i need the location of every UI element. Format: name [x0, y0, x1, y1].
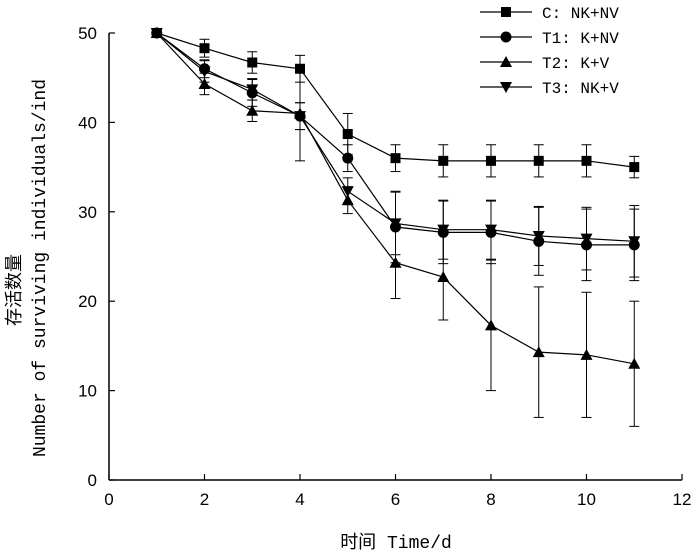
data-point: [389, 256, 402, 268]
data-point: [580, 233, 593, 245]
legend-item: T3: NK+V: [480, 80, 619, 98]
data-point: [485, 319, 497, 331]
y-tick-label: 40: [78, 113, 97, 132]
x-axis-title: 时间 Time/d: [340, 532, 452, 554]
legend-marker: [501, 7, 511, 17]
y-axis-title-chinese: 存活数量: [4, 254, 26, 326]
y-tick-label: 0: [88, 471, 97, 490]
data-point: [580, 348, 593, 360]
legend-marker: [500, 82, 512, 93]
data-point: [437, 271, 450, 283]
plot-area: [150, 27, 641, 427]
y-tick-label: 50: [78, 24, 97, 43]
series-1: [151, 28, 640, 179]
data-point: [628, 236, 641, 248]
x-tick-label: 8: [486, 490, 495, 509]
data-point: [533, 155, 544, 166]
data-point: [628, 357, 641, 369]
data-point: [390, 153, 401, 164]
data-point: [438, 155, 449, 166]
data-point: [199, 43, 210, 54]
axis-ticks: 0 2 4 6 8 10 12 0 10 20 30 40 50: [78, 24, 691, 509]
data-point: [342, 129, 353, 140]
x-tick-label: 6: [391, 490, 400, 509]
data-point: [532, 230, 545, 242]
data-point: [341, 186, 354, 198]
data-point: [437, 224, 450, 236]
x-tick-label: 12: [673, 490, 692, 509]
data-point: [342, 152, 354, 164]
x-tick-label: 10: [577, 490, 596, 509]
data-point: [629, 162, 640, 173]
y-axis-title: Number of surviving individuals/ind: [31, 79, 51, 457]
data-point: [246, 84, 259, 96]
data-point: [485, 224, 497, 236]
legend-label: T3: NK+V: [542, 80, 619, 98]
legend-label: C: NK+NV: [542, 5, 619, 23]
legend-label: T2: K+V: [542, 55, 610, 73]
data-point: [198, 77, 211, 89]
x-tick-label: 2: [200, 490, 209, 509]
data-point: [581, 155, 592, 166]
data-point: [486, 155, 496, 166]
x-tick-label: 0: [104, 490, 113, 509]
legend-item: T2: K+V: [480, 55, 610, 73]
legend-item: T1: K+NV: [480, 30, 619, 48]
legend-marker: [500, 56, 512, 67]
data-point: [389, 218, 402, 230]
y-tick-label: 10: [78, 382, 97, 401]
data-point: [150, 28, 163, 39]
data-point: [294, 111, 306, 123]
legend-item: C: NK+NV: [480, 5, 619, 23]
y-tick-label: 30: [78, 203, 97, 222]
data-point: [247, 57, 258, 68]
data-point: [246, 104, 259, 116]
legend: C: NK+NV T1: K+NV T2: K+V T3: NK+V: [480, 5, 619, 98]
x-tick-label: 4: [295, 490, 304, 509]
series-4: [150, 28, 641, 278]
legend-label: T1: K+NV: [542, 30, 619, 48]
data-point: [532, 346, 545, 358]
y-tick-label: 20: [78, 292, 97, 311]
legend-marker: [500, 31, 512, 43]
data-point: [198, 66, 211, 78]
